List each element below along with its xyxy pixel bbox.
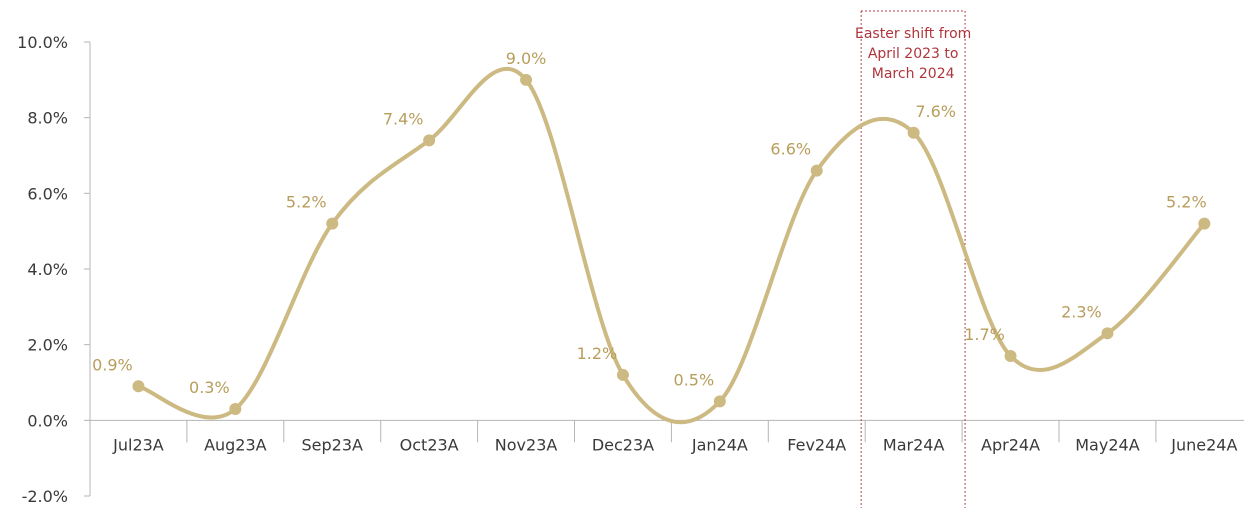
annotation-text: April 2023 to xyxy=(868,46,959,62)
data-point xyxy=(907,126,920,139)
x-tick-label: Aug23A xyxy=(204,435,267,454)
annotation-text: Easter shift from xyxy=(855,26,971,42)
data-label: 2.3% xyxy=(1061,302,1102,321)
data-point xyxy=(616,368,629,381)
series-layer xyxy=(132,66,1211,425)
series-line xyxy=(136,66,1207,425)
data-label: 7.6% xyxy=(915,102,956,121)
data-label: 9.0% xyxy=(506,49,547,68)
data-point xyxy=(810,164,823,177)
annotation-box xyxy=(860,10,966,508)
data-label: 7.4% xyxy=(383,109,424,128)
x-tick-label: Sep23A xyxy=(302,435,364,454)
y-tick-label: 6.0% xyxy=(27,184,68,203)
data-point xyxy=(132,380,145,393)
y-tick-label: -2.0% xyxy=(22,487,68,506)
y-tick-label: 0.0% xyxy=(27,411,68,430)
x-tick-label: May24A xyxy=(1075,435,1139,454)
x-tick-label: June24A xyxy=(1170,435,1237,454)
data-label: 0.5% xyxy=(674,370,715,389)
x-tick-label: Mar24A xyxy=(883,435,945,454)
data-point xyxy=(520,73,533,86)
data-label: 5.2% xyxy=(286,193,327,212)
data-label: 0.3% xyxy=(189,378,230,397)
x-tick-label: Jan24A xyxy=(691,435,748,454)
x-tick-label: Dec23A xyxy=(592,435,654,454)
annotation: Easter shift from April 2023 to March 2024 xyxy=(855,10,971,508)
data-point xyxy=(326,217,339,230)
x-tick-label: Nov23A xyxy=(495,435,558,454)
data-label: 1.2% xyxy=(577,344,618,363)
y-tick-label: 10.0% xyxy=(17,33,68,52)
annotation-text: March 2024 xyxy=(872,66,955,82)
data-point xyxy=(1101,327,1114,340)
data-point xyxy=(423,134,436,147)
data-point xyxy=(1198,217,1211,230)
data-point xyxy=(1004,350,1017,363)
data-label: 0.9% xyxy=(92,355,133,374)
data-point xyxy=(229,402,242,415)
data-label: 6.6% xyxy=(770,140,811,159)
y-tick-label: 4.0% xyxy=(27,260,68,279)
y-tick-label: 8.0% xyxy=(27,109,68,128)
y-tick-label: 2.0% xyxy=(27,336,68,355)
x-tick-label: Oct23A xyxy=(400,435,459,454)
data-label: 1.7% xyxy=(964,325,1005,344)
x-tick-label: Fev24A xyxy=(787,435,846,454)
axes: 10.0% 8.0% 6.0% 4.0% 2.0% 0.0% -2.0% Jul23A Aug2… xyxy=(17,33,1244,506)
data-labels: 0.9% 0.3% 5.2% 7.4% 9.0% 1.2% 0.5% 6.6% 7.6% 1.7%… xyxy=(92,49,1207,397)
x-tick-label: Apr24A xyxy=(981,435,1040,454)
data-point xyxy=(713,395,726,408)
x-tick-label: Jul23A xyxy=(112,435,164,454)
data-label: 5.2% xyxy=(1166,193,1207,212)
